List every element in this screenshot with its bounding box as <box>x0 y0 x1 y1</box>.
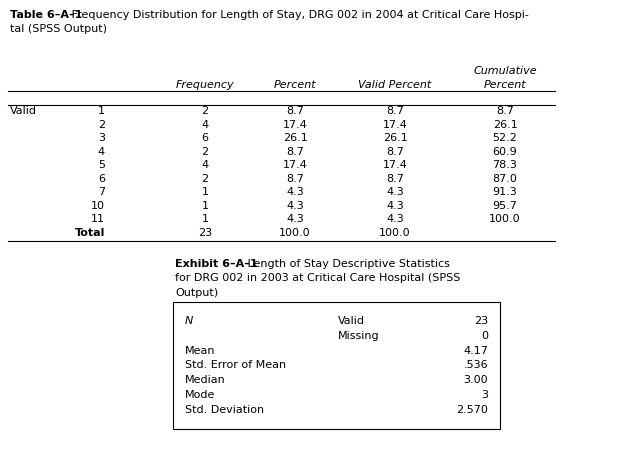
Text: 26.1: 26.1 <box>383 133 407 143</box>
Text: Total: Total <box>75 228 105 238</box>
Text: 4: 4 <box>201 160 208 170</box>
Text: tal (SPSS Output): tal (SPSS Output) <box>10 23 107 33</box>
Text: 2.570: 2.570 <box>456 405 488 415</box>
Text: 95.7: 95.7 <box>493 201 517 211</box>
Text: 2: 2 <box>201 106 208 116</box>
Text: 1: 1 <box>201 201 208 211</box>
Text: 60.9: 60.9 <box>493 147 517 157</box>
Text: 8.7: 8.7 <box>286 147 304 157</box>
Text: for DRG 002 in 2003 at Critical Care Hospital (SPSS: for DRG 002 in 2003 at Critical Care Hos… <box>175 273 460 283</box>
Text: 8.7: 8.7 <box>286 174 304 184</box>
Text: 0: 0 <box>481 331 488 340</box>
Text: 11: 11 <box>91 214 105 224</box>
Text: Percent: Percent <box>484 80 527 90</box>
Text: 100.0: 100.0 <box>379 228 411 238</box>
Bar <box>173 302 500 429</box>
Text: Valid: Valid <box>10 106 37 116</box>
Text: 17.4: 17.4 <box>383 160 407 170</box>
Text: 4.3: 4.3 <box>386 201 404 211</box>
Text: 17.4: 17.4 <box>383 120 407 130</box>
Text: 8.7: 8.7 <box>286 106 304 116</box>
Text: Std. Error of Mean: Std. Error of Mean <box>185 360 286 371</box>
Text: 4.3: 4.3 <box>286 187 304 197</box>
Text: Exhibit 6–A–1: Exhibit 6–A–1 <box>175 258 258 268</box>
Text: Mean: Mean <box>185 346 216 356</box>
Text: 7: 7 <box>98 187 105 197</box>
Text: Length of Stay Descriptive Statistics: Length of Stay Descriptive Statistics <box>243 258 449 268</box>
Text: .536: .536 <box>464 360 488 371</box>
Text: Std. Deviation: Std. Deviation <box>185 405 264 415</box>
Text: Missing: Missing <box>338 331 379 340</box>
Text: 4.3: 4.3 <box>386 187 404 197</box>
Text: 100.0: 100.0 <box>489 214 521 224</box>
Text: 23: 23 <box>198 228 212 238</box>
Text: 52.2: 52.2 <box>493 133 517 143</box>
Text: 5: 5 <box>98 160 105 170</box>
Text: 4.3: 4.3 <box>286 214 304 224</box>
Text: 4.17: 4.17 <box>463 346 488 356</box>
Text: 2: 2 <box>201 174 208 184</box>
Text: 8.7: 8.7 <box>496 106 514 116</box>
Text: Frequency: Frequency <box>176 80 234 90</box>
Text: Valid Percent: Valid Percent <box>358 80 431 90</box>
Text: 8.7: 8.7 <box>386 106 404 116</box>
Text: N: N <box>185 316 193 326</box>
Text: 17.4: 17.4 <box>282 160 307 170</box>
Text: 78.3: 78.3 <box>493 160 517 170</box>
Text: 8.7: 8.7 <box>386 174 404 184</box>
Text: 4: 4 <box>201 120 208 130</box>
Text: 91.3: 91.3 <box>493 187 517 197</box>
Text: Percent: Percent <box>274 80 316 90</box>
Text: 2: 2 <box>98 120 105 130</box>
Text: 8.7: 8.7 <box>386 147 404 157</box>
Text: 1: 1 <box>98 106 105 116</box>
Text: 6: 6 <box>201 133 208 143</box>
Text: 23: 23 <box>474 316 488 326</box>
Text: 1: 1 <box>201 187 208 197</box>
Text: 10: 10 <box>91 201 105 211</box>
Text: 3.00: 3.00 <box>464 375 488 385</box>
Text: Mode: Mode <box>185 390 216 400</box>
Text: 17.4: 17.4 <box>282 120 307 130</box>
Text: 100.0: 100.0 <box>279 228 311 238</box>
Text: Frequency Distribution for Length of Stay, DRG 002 in 2004 at Critical Care Hosp: Frequency Distribution for Length of Sta… <box>69 10 530 20</box>
Text: 3: 3 <box>481 390 488 400</box>
Text: 87.0: 87.0 <box>493 174 517 184</box>
Text: 6: 6 <box>98 174 105 184</box>
Text: Output): Output) <box>175 287 218 297</box>
Text: 26.1: 26.1 <box>493 120 517 130</box>
Text: 26.1: 26.1 <box>282 133 307 143</box>
Text: 4.3: 4.3 <box>286 201 304 211</box>
Text: 2: 2 <box>201 147 208 157</box>
Text: Table 6–A–1: Table 6–A–1 <box>10 10 82 20</box>
Text: 1: 1 <box>201 214 208 224</box>
Text: 4.3: 4.3 <box>386 214 404 224</box>
Text: Median: Median <box>185 375 226 385</box>
Text: Valid: Valid <box>338 316 365 326</box>
Text: Cumulative: Cumulative <box>473 66 537 76</box>
Text: 4: 4 <box>98 147 105 157</box>
Text: 3: 3 <box>98 133 105 143</box>
